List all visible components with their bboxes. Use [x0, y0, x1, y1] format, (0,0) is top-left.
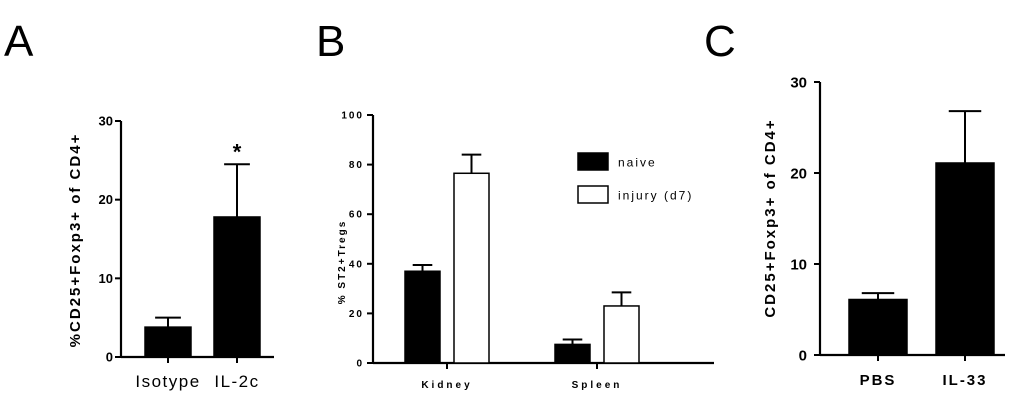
panel-c-chart: 0 10 20 30 PBS IL-33: [790, 74, 1005, 389]
panel-a-bar: [144, 326, 192, 358]
panel-a-x-tick-label: Isotype: [135, 372, 200, 391]
panel-c-x-tick-label: PBS: [860, 372, 897, 389]
panel-b-y-tick-label: 40: [349, 259, 364, 270]
panel-a-y-tick-label: 0: [106, 350, 113, 365]
panel-a-chart: 0 10 20 30 Isotype IL-2c *: [99, 114, 274, 391]
panel-a-ylabel: %CD25+Foxp3+ of CD4+: [67, 133, 84, 348]
panel-c-y-tick-label: 10: [790, 256, 807, 273]
panel-b-x-tick-label: Kidney: [421, 380, 472, 391]
panel-a-significance-label: *: [233, 139, 242, 164]
panel-b-bar: [554, 343, 591, 364]
panel-b-y-tick-label: 0: [356, 359, 364, 370]
panel-b-chart: 0 20 40 60 80 100 Kidney Spleen naive injury (d7): [341, 111, 714, 391]
panel-a-x-tick-label: IL-2c: [214, 372, 259, 391]
panel-a-bar: [213, 216, 261, 358]
panel-c-y-tick-label: 30: [790, 74, 807, 91]
panel-a-y-tick-label: 20: [99, 192, 113, 207]
panel-c-ylabel: CD25+Foxp3+ of CD4+: [762, 118, 779, 317]
panel-b-bar: [453, 172, 490, 364]
panel-b-ylabel: % ST2+Tregs: [337, 220, 348, 305]
panel-b-legend-label: naive: [618, 155, 657, 169]
panel-b-bar: [603, 305, 640, 364]
panel-c-bar: [935, 162, 995, 356]
panel-b-y-tick-label: 60: [349, 210, 364, 221]
panel-c-bar: [848, 298, 908, 356]
panel-b-legend-label: injury (d7): [618, 188, 693, 202]
panel-letter-b: B: [316, 17, 345, 66]
panel-b-y-tick-label: 20: [349, 309, 364, 320]
panel-c-y-tick-label: 0: [799, 347, 807, 364]
panel-b-x-tick-label: Spleen: [572, 380, 623, 391]
panel-a-y-tick-label: 10: [99, 271, 113, 286]
panel-b-legend-swatch: [577, 152, 609, 171]
panel-letter-c: C: [704, 17, 736, 66]
panel-b-bar: [404, 270, 441, 364]
panel-c-x-tick-label: IL-33: [942, 372, 987, 389]
panel-b-legend-swatch: [577, 185, 609, 204]
panel-c-y-tick-label: 20: [790, 165, 807, 182]
panel-a-y-tick-label: 30: [99, 114, 113, 129]
panel-b-y-tick-label: 80: [349, 160, 364, 171]
panel-b-y-tick-label: 100: [341, 111, 364, 122]
panel-letter-a: A: [4, 17, 34, 66]
